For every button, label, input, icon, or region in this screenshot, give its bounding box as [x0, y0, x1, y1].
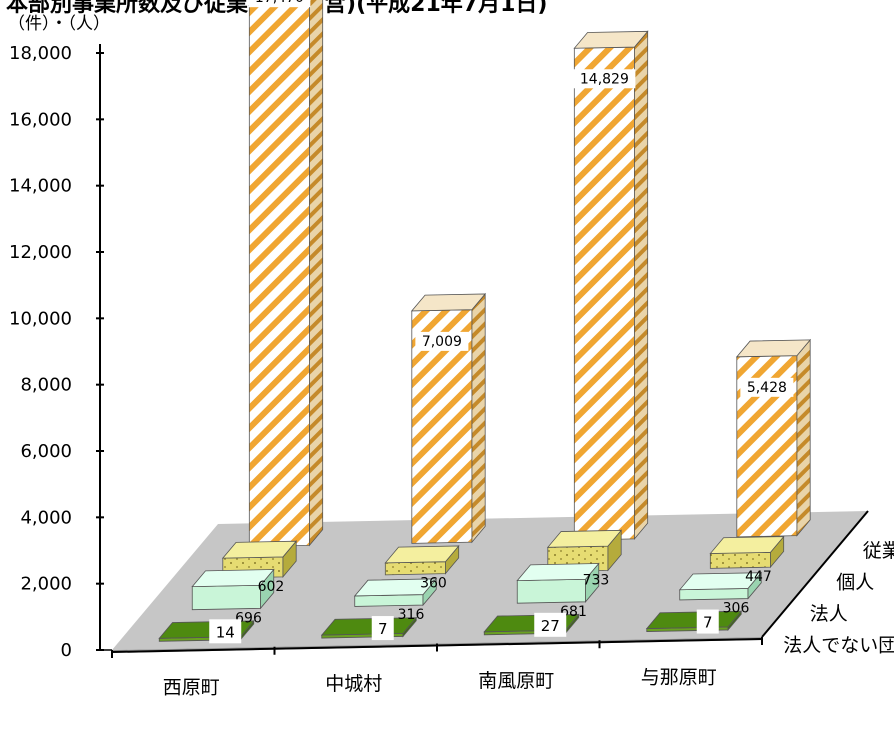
bar-top-face: [516, 563, 600, 582]
bar-front-face: [516, 578, 586, 604]
bar-top-face: [546, 529, 623, 548]
x-axis-category-label: 南風原町: [478, 670, 554, 692]
data-label: 316: [398, 607, 425, 623]
bar-top-face: [410, 293, 487, 312]
data-label: 681: [560, 604, 587, 620]
y-axis-tick-label: 10,000: [9, 308, 72, 329]
bar-side-face: [634, 30, 649, 540]
bar-1-1: [353, 577, 438, 607]
data-label: 602: [258, 579, 285, 595]
data-label: 360: [420, 576, 447, 592]
data-label: 7: [703, 614, 713, 632]
data-label: 447: [745, 569, 772, 585]
bar-2-1: [384, 544, 460, 576]
bar-side-face: [796, 338, 811, 537]
bar-front-face: [679, 588, 749, 601]
y-axis-tick-label: 4,000: [20, 507, 72, 528]
y-axis-tick-label: 16,000: [9, 109, 72, 130]
x-axis-category-label: 中城村: [325, 673, 382, 695]
y-axis-tick-label: 0: [61, 640, 72, 661]
data-label-box: [415, 331, 469, 351]
depth-axis-series-label: 個人: [836, 571, 874, 593]
y-axis-tick-label: 12,000: [9, 242, 72, 263]
depth-axis-series-label: 法人でない団体: [783, 634, 894, 656]
data-label: 696: [235, 610, 262, 626]
y-axis-tick-label: 18,000: [9, 43, 72, 64]
data-label: 733: [583, 572, 610, 588]
data-label: 14,829: [580, 71, 629, 87]
bar-front-face: [709, 551, 771, 569]
bar-1-3: [678, 571, 763, 601]
bar-side-face: [471, 292, 486, 544]
bar-2-3: [709, 535, 785, 569]
depth-axis-line: [761, 510, 869, 638]
data-label-box: [371, 616, 394, 641]
data-label-box: [740, 377, 794, 397]
bar-top-face: [709, 536, 785, 554]
x-axis-category-label: 与那原町: [641, 667, 717, 689]
data-label-box: [573, 69, 636, 89]
bar-top-face: [573, 30, 649, 49]
data-label: 7,009: [422, 334, 462, 350]
y-axis-tick-label: 6,000: [20, 441, 72, 462]
data-label: 27: [541, 617, 560, 635]
bar-side-face: [309, 0, 324, 547]
data-label: 7: [378, 620, 388, 638]
bar-3-0: [248, 0, 324, 548]
y-axis-tick-label: 8,000: [20, 375, 72, 396]
y-axis-tick-label: 2,000: [20, 574, 72, 595]
data-label: 14: [216, 623, 235, 641]
y-axis-unit-label: （件）・（人）: [8, 14, 110, 34]
data-label: 5,428: [747, 380, 787, 396]
bar-top-face: [384, 545, 460, 564]
bar-front-face: [248, 0, 310, 548]
data-label-box: [696, 609, 719, 634]
depth-axis-series-label: 従業者数: [863, 540, 894, 562]
bar-3-2: [573, 30, 649, 541]
data-label: 306: [723, 601, 750, 617]
y-axis-tick-label: 14,000: [9, 176, 72, 197]
bar-top-face: [221, 540, 298, 559]
bar-front-face: [384, 561, 446, 576]
bar-top-face: [191, 569, 275, 588]
bar-1-2: [516, 562, 600, 604]
bar-front-face: [573, 46, 635, 541]
bar-top-face: [735, 339, 812, 358]
bar-1-0: [191, 568, 275, 611]
bar-top-face: [353, 578, 438, 597]
bar-top-face: [678, 572, 763, 591]
bar-3-3: [735, 338, 812, 538]
bar-3-1: [410, 292, 487, 544]
data-label-box: [209, 619, 242, 644]
x-axis-category-label: 西原町: [163, 676, 220, 698]
bar-front-face: [191, 584, 261, 611]
data-label: 17,470: [255, 0, 304, 6]
data-label-box: [248, 0, 311, 8]
depth-axis-series-label: 法人: [810, 603, 848, 625]
bar-front-face: [354, 594, 424, 607]
data-label-box: [534, 612, 567, 637]
